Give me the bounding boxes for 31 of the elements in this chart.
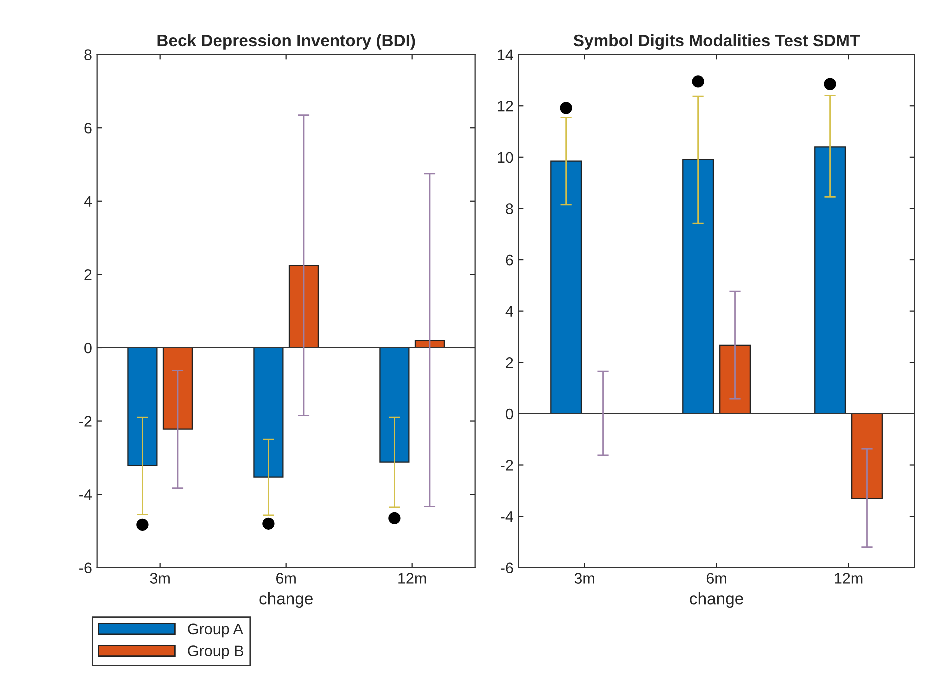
y-tick-label: -6 [501,562,514,574]
y-tick-label: -4 [501,512,514,522]
y-tick-label: -6 [80,562,92,574]
chart-title: Beck Depression Inventory (BDI) [158,34,416,50]
legend-label: Group A [188,624,244,638]
legend-label: Group B [188,646,244,660]
y-tick-label: 4 [506,306,514,317]
x-tick-label: 6m [706,573,726,584]
x-tick-label: 12m [835,573,863,584]
x-tick-label: 3m [574,573,594,584]
y-tick-label: 8 [84,50,92,60]
y-tick-label: 0 [506,408,514,420]
y-tick-label: 4 [84,196,92,207]
y-tick-label: 6 [506,254,514,266]
y-tick-label: 14 [498,50,514,60]
y-tick-label: -4 [80,490,92,500]
y-tick-label: 6 [84,122,92,134]
x-tick-label: 12m [398,573,426,584]
x-axis-title: change [690,592,744,608]
y-tick-label: -2 [501,460,514,471]
y-tick-label: 2 [506,358,514,368]
x-tick-label: 6m [276,573,296,584]
y-tick-label: 0 [84,342,92,354]
x-axis-title: change [260,592,313,608]
y-tick-label: 10 [498,152,514,164]
y-tick-label: 8 [506,204,514,214]
y-tick-label: 2 [84,270,92,280]
chart-title: Symbol Digits Modalities Test SDMT [574,34,860,50]
x-tick-label: 3m [150,573,170,584]
y-tick-label: -2 [80,416,92,427]
y-tick-label: 12 [498,100,514,112]
